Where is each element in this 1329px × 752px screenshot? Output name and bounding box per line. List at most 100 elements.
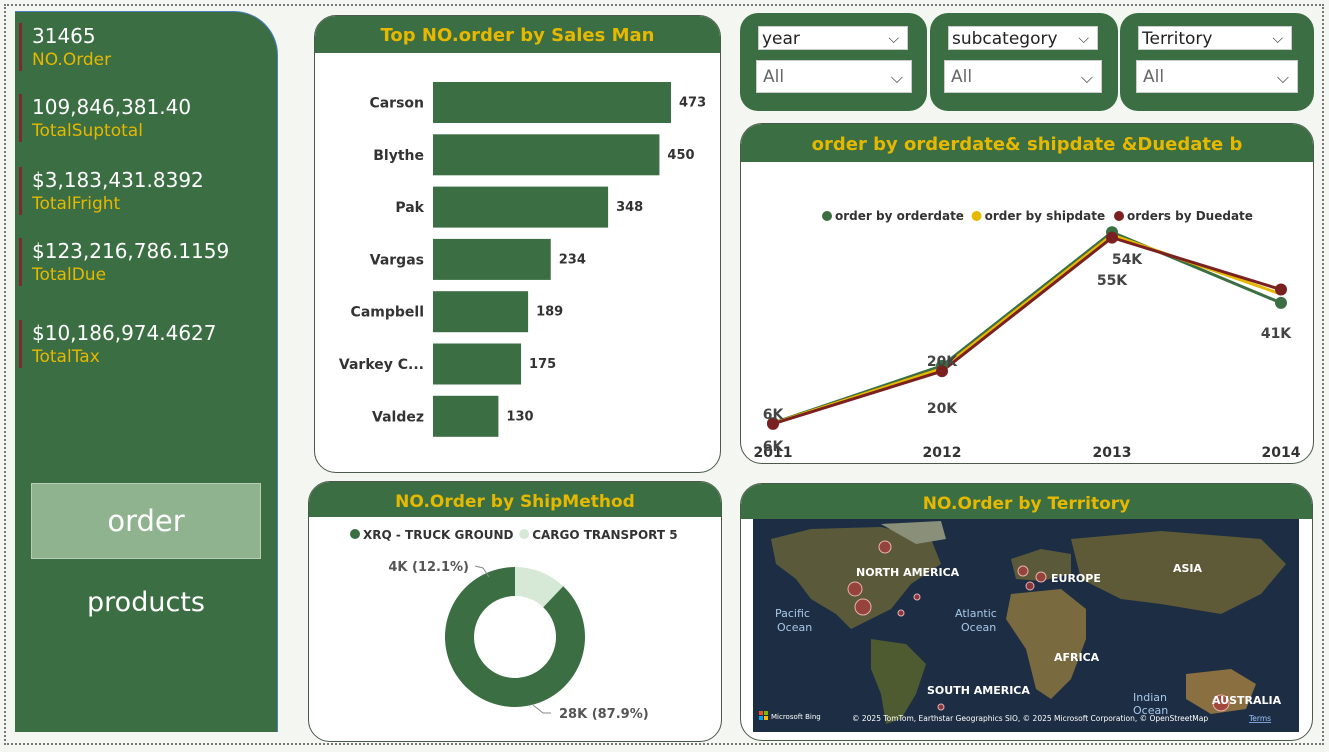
kpi-label: TotalFright <box>32 194 121 214</box>
kpi-value: $3,183,431.8392 <box>32 168 204 192</box>
line-point[interactable] <box>1275 283 1287 296</box>
x-tick-label: 2012 <box>923 445 962 461</box>
bar-data-label: 130 <box>506 409 533 424</box>
bar-data-label: 234 <box>559 252 586 267</box>
map-label: ASIA <box>1173 562 1203 575</box>
territory-bubble[interactable] <box>854 598 872 616</box>
territory-bubble[interactable] <box>1212 694 1230 712</box>
bar[interactable] <box>433 186 609 228</box>
map-label: EUROPE <box>1051 572 1101 585</box>
chevron-down-icon: ⌵ <box>1272 31 1283 47</box>
kpi-value: $10,186,974.4627 <box>32 321 217 345</box>
bar-category-label: Valdez <box>372 409 424 425</box>
territory-bubble[interactable] <box>1035 571 1047 583</box>
bar-data-label: 348 <box>616 200 643 215</box>
donut-slice[interactable] <box>515 567 564 608</box>
ocean-labels: Pacific Ocean Atlantic Ocean Indian Ocea… <box>775 607 1168 717</box>
donut-slice[interactable] <box>445 567 585 707</box>
territory-bubble[interactable] <box>897 609 905 617</box>
filter-subcategory: subcategory ⌵ All ⌵ <box>930 13 1118 111</box>
territory-bubble[interactable] <box>937 703 945 711</box>
chevron-down-icon: ⌵ <box>888 31 899 47</box>
bar-data-label: 450 <box>667 148 694 163</box>
territory-bubble[interactable] <box>1017 565 1029 577</box>
nav-order-button[interactable]: order <box>31 483 261 559</box>
kpi-value: $123,216,786.1159 <box>32 239 230 263</box>
legend-marker <box>1114 211 1124 221</box>
territory-bubble[interactable] <box>1025 581 1035 591</box>
territory-bubble[interactable] <box>847 581 863 597</box>
bar[interactable] <box>433 82 671 123</box>
map-terms-link[interactable]: Terms <box>1248 714 1271 723</box>
card-title: NO.Order by Territory <box>741 484 1312 519</box>
legend-label: orders by Duedate <box>1127 209 1253 223</box>
kpi-label: TotalSuptotal <box>32 121 143 141</box>
x-tick-label: 2011 <box>754 445 793 461</box>
kpi-value: 109,846,381.40 <box>32 95 192 119</box>
filter-value: All <box>1143 67 1165 87</box>
territory-bubble[interactable] <box>913 593 921 601</box>
map-label: Pacific <box>775 607 810 620</box>
kpi-total-subtotal: 109,846,381.40 TotalSuptotal <box>19 94 269 142</box>
asia-shape <box>1071 531 1286 614</box>
filter-territory-label-box[interactable]: Territory ⌵ <box>1138 26 1292 50</box>
card-title: Top NO.order by Sales Man <box>315 16 720 53</box>
map-label: SOUTH AMERICA <box>927 684 1030 697</box>
point-data-label: 20K <box>927 354 958 370</box>
bar-chart: Carson 473 Blythe 450 Pak 348 Vargas 234 Campbel… <box>339 82 706 437</box>
line-series[interactable] <box>772 235 1282 426</box>
bar-category-label: Pak <box>395 200 424 216</box>
filter-subcategory-select[interactable]: All ⌵ <box>944 60 1102 93</box>
legend-label: XRQ - TRUCK GROUND <box>363 528 514 542</box>
map-label: Indian <box>1133 691 1167 704</box>
bar-category-label: Carson <box>369 96 424 112</box>
bar-category-label: Campbell <box>351 305 424 321</box>
filter-year-label-box[interactable]: year ⌵ <box>758 26 908 50</box>
map-label: AFRICA <box>1054 651 1100 664</box>
filter-subcategory-label-box[interactable]: subcategory ⌵ <box>948 26 1098 50</box>
bar[interactable] <box>433 291 529 333</box>
map-label: Atlantic <box>955 607 997 620</box>
map-label: AUSTRALIA <box>1212 694 1282 707</box>
line-point[interactable] <box>1106 231 1118 244</box>
territory-bubble[interactable] <box>878 540 892 554</box>
card-title: NO.Order by ShipMethod <box>309 482 721 517</box>
line-point[interactable] <box>767 417 779 430</box>
kpi-value: 31465 <box>32 24 96 48</box>
line-series[interactable] <box>772 233 1282 425</box>
point-data-label: 6K <box>763 407 785 423</box>
sidebar-kpi-panel: 31465 NO.Order 109,846,381.40 TotalSupto… <box>15 11 278 732</box>
nav-products-button[interactable]: products <box>31 564 261 640</box>
map-labels: NORTH AMERICA EUROPE ASIA AFRICA SOUTH A… <box>856 562 1282 707</box>
bar-category-label: Vargas <box>370 252 424 268</box>
line-point[interactable] <box>936 365 948 378</box>
filter-year-select[interactable]: All ⌵ <box>756 60 912 93</box>
filter-label: Territory <box>1142 29 1213 49</box>
filter-value: All <box>763 67 785 87</box>
leader-line <box>532 704 551 714</box>
legend-label: order by orderdate <box>835 209 964 223</box>
chevron-down-icon: ⌵ <box>1276 68 1289 87</box>
filter-territory-select[interactable]: All ⌵ <box>1136 60 1298 93</box>
line-point[interactable] <box>1275 296 1287 309</box>
bar[interactable] <box>433 238 551 280</box>
north-america-shape <box>771 527 941 629</box>
kpi-total-tax: $10,186,974.4627 TotalTax <box>19 320 269 368</box>
slice-data-label: 4K (12.1%) <box>388 560 469 575</box>
bar-category-label: Blythe <box>373 148 424 164</box>
filter-year: year ⌵ All ⌵ <box>740 13 927 111</box>
bar[interactable] <box>433 134 660 176</box>
legend-label: CARGO TRANSPORT 5 <box>532 528 677 542</box>
bar[interactable] <box>433 343 522 385</box>
orders-by-shipmethod-card: NO.Order by ShipMethod XRQ - TRUCK GROUN… <box>308 481 722 742</box>
bar[interactable] <box>433 395 499 437</box>
territory-map[interactable]: NORTH AMERICA EUROPE ASIA AFRICA SOUTH A… <box>741 519 1313 741</box>
bar-data-label: 189 <box>536 305 563 320</box>
line-series[interactable] <box>772 230 1282 425</box>
kpi-label: TotalTax <box>32 347 100 367</box>
legend-marker <box>971 211 982 221</box>
territory-bubbles[interactable] <box>847 540 1230 712</box>
orders-by-date-card: order by orderdate& shipdate &Duedate b … <box>740 123 1314 464</box>
point-data-label: 41K <box>1261 326 1292 342</box>
kpi-label: TotalDue <box>32 265 107 285</box>
